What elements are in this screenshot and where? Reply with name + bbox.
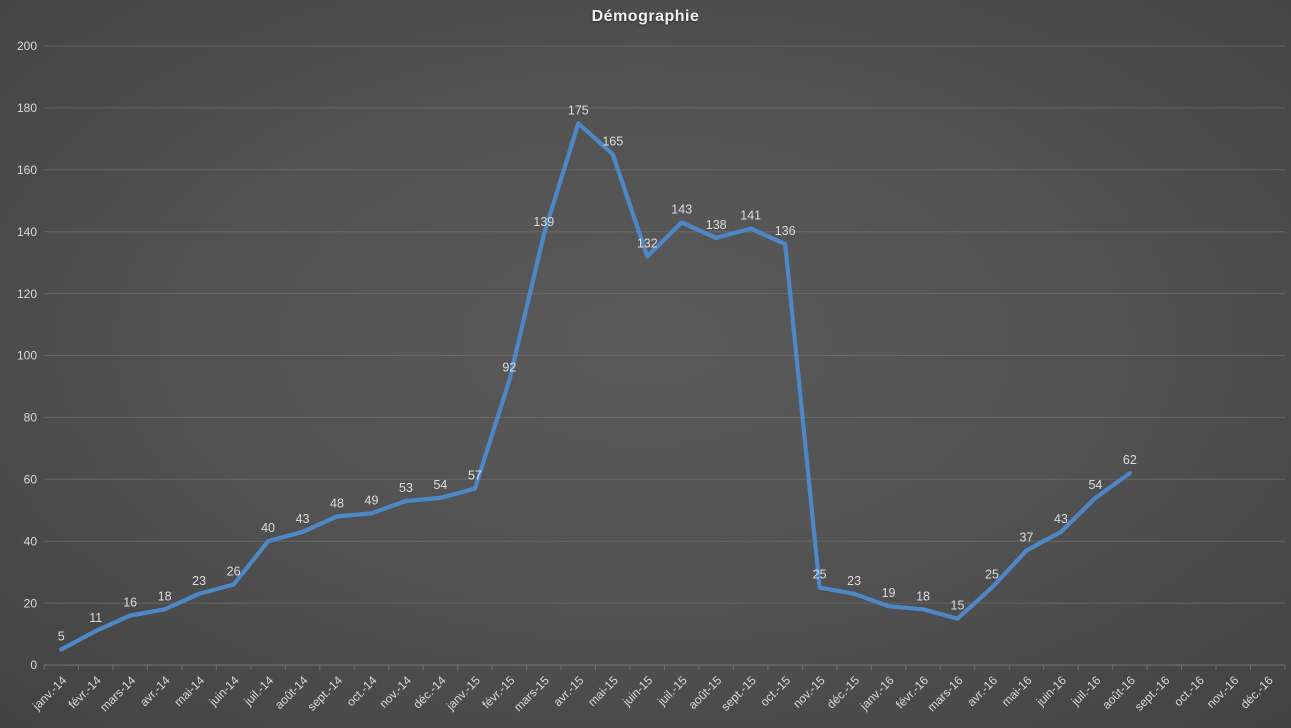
data-point-label: 165 [602, 134, 623, 148]
data-point-label: 53 [399, 481, 413, 495]
x-axis-tick-label: août-16 [1099, 673, 1138, 712]
data-point-label: 43 [1054, 512, 1068, 526]
data-point-label: 49 [365, 493, 379, 507]
x-axis-tick-label: avr.-14 [137, 673, 173, 709]
y-axis-tick-label: 0 [30, 658, 37, 672]
series-line[interactable] [59, 121, 1133, 652]
x-axis-tick-label: mai-14 [171, 673, 207, 709]
data-point-label: 19 [882, 586, 896, 600]
y-axis-tick-label: 140 [17, 225, 37, 239]
y-axis-tick-label: 160 [17, 163, 37, 177]
y-axis-tick-label: 200 [17, 39, 37, 53]
data-point-label: 57 [468, 469, 482, 483]
data-point-label: 15 [951, 599, 965, 613]
y-axis-tick-label: 120 [17, 287, 37, 301]
x-axis-tick-label: avr.-15 [551, 673, 587, 709]
y-axis-tick-label: 100 [17, 349, 37, 363]
data-point-label: 54 [1088, 478, 1102, 492]
x-axis-tick-label: août-15 [686, 673, 725, 712]
x-axis-tick-label: déc.-15 [824, 673, 862, 711]
data-point-label: 92 [502, 360, 516, 374]
x-axis-tick-label: sept.-15 [718, 673, 759, 714]
data-point-label: 136 [775, 224, 796, 238]
x-axis-tick-label: juil.-14 [241, 673, 277, 709]
data-point-label: 43 [296, 512, 310, 526]
data-point-label: 11 [89, 611, 102, 625]
data-point-label: 18 [916, 589, 930, 603]
x-axis-tick-label: juin-15 [619, 673, 655, 709]
data-point-label: 139 [533, 215, 554, 229]
x-axis-tick-label: mars-15 [511, 673, 552, 714]
x-axis-tick-label: nov.-16 [1204, 673, 1242, 711]
data-point-label: 23 [192, 574, 206, 588]
x-axis-tick-label: janv.-16 [857, 673, 897, 713]
data-point-label: 40 [261, 521, 275, 535]
x-axis-tick-label: juin-14 [206, 673, 242, 709]
x-axis-tick-label: juil.-15 [654, 673, 690, 709]
x-axis-tick-label: nov.-15 [790, 673, 828, 711]
data-point-label: 54 [433, 478, 447, 492]
y-axis-tick-label: 80 [24, 411, 38, 425]
x-axis-tick-label: juil.-16 [1068, 673, 1104, 709]
x-axis-tick-label: déc.-14 [410, 673, 448, 711]
y-axis-tick-label: 20 [24, 596, 38, 610]
chart-title: Démographie [591, 8, 700, 25]
y-axis-tick-label: 40 [24, 534, 38, 548]
y-axis-tick-label: 180 [17, 101, 37, 115]
x-axis-tick-label: nov.-14 [377, 673, 415, 711]
data-point-label: 5 [58, 630, 65, 644]
x-axis-tick-label: juin-16 [1033, 673, 1069, 709]
x-axis-tick-label: mai-16 [999, 673, 1035, 709]
x-axis-tick-label: oct.-16 [1171, 673, 1207, 709]
data-point-label: 25 [985, 568, 999, 582]
x-axis-tick-label: oct.-15 [757, 673, 793, 709]
x-axis-tick-label: oct.-14 [344, 673, 380, 709]
data-point-label: 62 [1123, 453, 1137, 467]
x-axis-tick-label: janv.-15 [443, 673, 483, 713]
data-point-label: 23 [847, 574, 861, 588]
data-point-label: 175 [568, 103, 589, 117]
x-axis-tick-label: mars-14 [97, 673, 138, 714]
x-axis-tick-label: sept.-16 [1132, 673, 1173, 714]
data-point-label: 141 [740, 209, 761, 223]
x-axis-tick-label: avr.-16 [964, 673, 1000, 709]
data-point-label: 16 [123, 595, 137, 609]
data-point-label: 25 [813, 568, 827, 582]
x-axis-tick-label: mai-15 [585, 673, 621, 709]
x-axis-tick-label: janv.-14 [29, 673, 69, 713]
data-point-label: 48 [330, 496, 344, 510]
data-point-label: 138 [706, 218, 727, 232]
x-axis-tick-label: déc.-16 [1238, 673, 1276, 711]
x-axis-tick-label: août-14 [272, 673, 311, 712]
data-point-label: 37 [1020, 530, 1034, 544]
x-axis-tick-label: mars-16 [925, 673, 966, 714]
data-point-label: 18 [158, 589, 172, 603]
data-point-label: 143 [671, 202, 692, 216]
y-axis-tick-label: 60 [24, 473, 38, 487]
data-point-label: 26 [227, 565, 241, 579]
data-point-label: 132 [637, 236, 658, 250]
x-axis-tick-label: sept.-14 [305, 673, 346, 714]
